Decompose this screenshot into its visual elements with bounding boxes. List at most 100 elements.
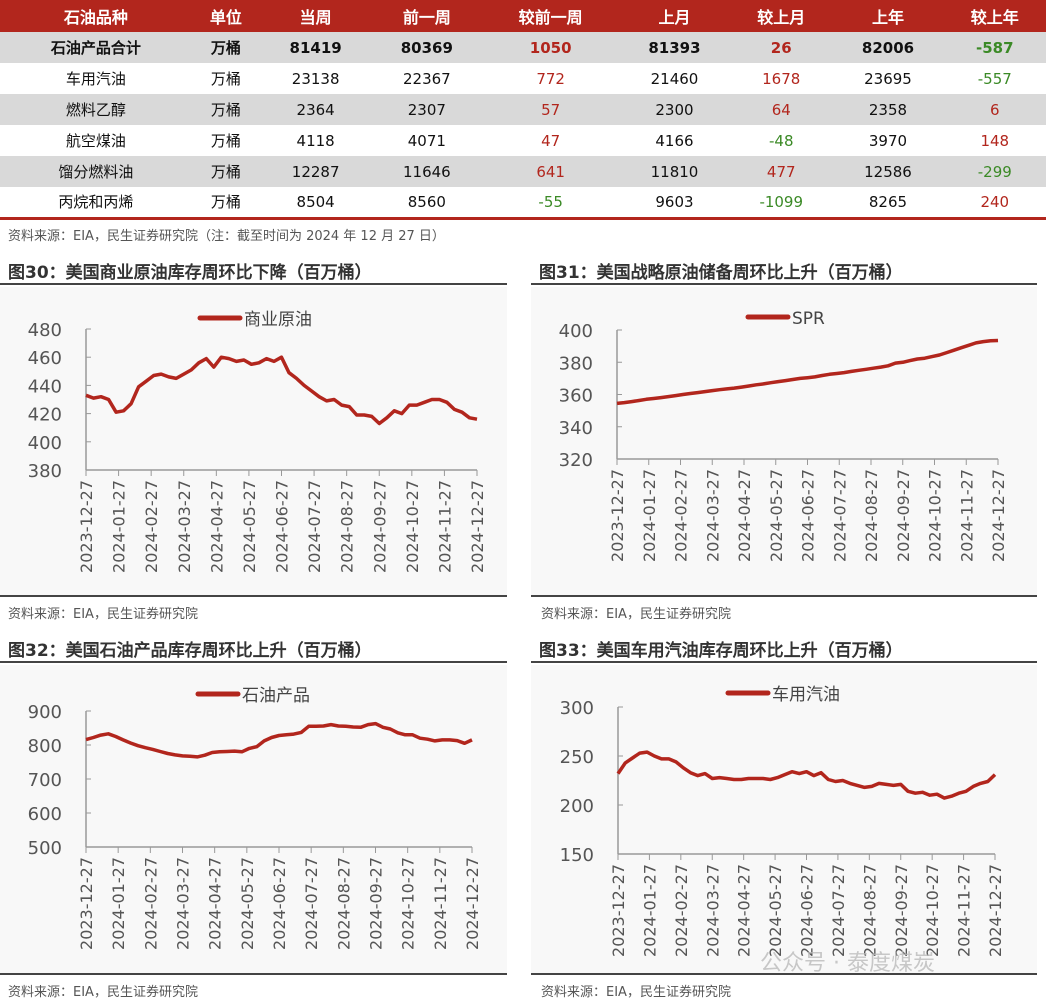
x-tick-label: 2024-08-27: [862, 469, 881, 562]
col-header: 当周: [260, 0, 372, 32]
x-tick-label: 2024-12-27: [986, 864, 1005, 957]
table-cell: 148: [980, 131, 1010, 150]
chart-30-source: 资料来源：EIA，民生证券研究院: [8, 607, 198, 622]
x-tick-label: 2024-10-27: [923, 864, 942, 957]
table-cell: 82006: [832, 32, 944, 63]
x-tick-label: 2024-11-27: [435, 480, 454, 573]
chart-32: 500 600 700 800 900 2023-12-27 2024-01-27 2024-…: [28, 686, 482, 950]
table-cell: -557: [977, 69, 1012, 88]
y-tick-label: 420: [28, 405, 62, 426]
table-cell: 64: [730, 94, 833, 125]
chart-33-panel: [531, 665, 1037, 975]
y-tick-label: 380: [28, 461, 62, 482]
y-tick-label: 150: [560, 845, 594, 866]
table-cell: 丙烷和丙烯: [58, 193, 134, 212]
legend-label: 商业原油: [244, 310, 312, 330]
table-cell: -55: [538, 192, 563, 211]
table-cell: 21460: [650, 69, 699, 88]
table-cell: 2300: [618, 94, 731, 125]
table-cell: 6: [943, 94, 1046, 125]
x-tick-label: 2024-01-27: [640, 469, 659, 562]
chart-31-source: 资料来源：EIA，民生证券研究院: [541, 607, 731, 622]
x-tick-label: 2024-05-27: [238, 857, 257, 950]
table-cell: 燃料乙醇: [0, 94, 192, 125]
x-tick-label: 2024-12-27: [989, 469, 1008, 562]
table-cell: 万桶: [191, 156, 261, 187]
table-cell: -1099: [759, 192, 804, 211]
x-tick-label: 2024-02-27: [672, 864, 691, 957]
table-cell: 万桶: [191, 32, 261, 63]
chart-33-title: 图33：美国车用汽油库存周环比上升（百万桶）: [531, 636, 1037, 663]
chart-32-title: 图32：美国石油产品库存周环比上升（百万桶）: [0, 636, 507, 663]
table-cell: 477: [730, 156, 833, 187]
x-tick-label: 2024-07-27: [302, 857, 321, 950]
table-cell: 2364: [260, 94, 372, 125]
series-line: [616, 750, 997, 800]
table-cell: 航空煤油: [65, 132, 126, 150]
table-row: 石油产品合计 万桶 81419 80369 1050 81393 26 82006 -587: [0, 32, 1046, 63]
table-cell: 57: [482, 94, 619, 125]
col-header: 上月: [618, 0, 731, 32]
x-tick-label: 2024-05-27: [240, 480, 259, 573]
x-tick-label: 2024-06-27: [273, 480, 292, 573]
y-tick-label: 250: [560, 747, 594, 768]
y-tick-label: 460: [28, 348, 62, 369]
y-tick-label: 800: [28, 736, 62, 757]
x-tick-label: 2024-08-27: [334, 857, 353, 950]
table-cell: 1678: [762, 69, 801, 88]
table-row: 馏分燃料油 万桶 12287 11646 641 11810 477 12586 -299: [0, 156, 1046, 187]
y-tick-label: 700: [28, 770, 62, 791]
x-tick-label: 2024-11-27: [957, 469, 976, 562]
col-header: 前一周: [371, 0, 483, 32]
x-tick-label: 2024-09-27: [894, 469, 913, 562]
y-tick-label: 320: [559, 450, 593, 471]
x-tick-label: 2024-04-27: [735, 864, 754, 957]
x-tick-label: 2024-03-27: [174, 857, 193, 950]
x-tick-label: 2024-12-27: [463, 857, 482, 950]
table-cell: 80369: [371, 32, 483, 63]
table-cell: 2307: [371, 94, 483, 125]
x-tick-label: 2024-02-27: [672, 469, 691, 562]
table-cell: 3970: [868, 131, 908, 150]
table-row: 航空煤油 万桶 4118 4071 47 4166 -48 3970 148: [0, 125, 1046, 156]
table-cell: 1050: [482, 32, 619, 63]
y-tick-label: 400: [559, 321, 593, 342]
table-cell: 万桶: [191, 94, 261, 125]
table-cell: 11810: [618, 156, 731, 187]
table-cell: 9603: [655, 192, 694, 211]
x-tick-label: 2024-06-27: [270, 857, 289, 950]
col-header: 石油品种: [0, 0, 192, 32]
x-tick-label: 2024-06-27: [799, 469, 818, 562]
x-tick-label: 2024-10-27: [403, 480, 422, 573]
table-cell: 641: [482, 156, 619, 187]
table-cell: 万桶: [210, 70, 241, 88]
x-tick-label: 2024-09-27: [367, 857, 386, 950]
table-cell: 8560: [407, 192, 446, 211]
x-tick-label: 2024-08-27: [860, 864, 879, 957]
x-tick-label: 2024-05-27: [767, 469, 786, 562]
x-tick-label: 2024-04-27: [206, 857, 225, 950]
x-tick-label: 2024-07-27: [829, 864, 848, 957]
legend-label: SPR: [792, 309, 825, 329]
x-tick-label: 2024-03-27: [703, 864, 722, 957]
x-tick-label: 2024-02-27: [142, 480, 161, 573]
table-cell: 240: [980, 192, 1010, 211]
table-cell: 22367: [402, 69, 451, 88]
x-tick-label: 2024-04-27: [735, 469, 754, 562]
x-tick-label: 2024-01-27: [109, 857, 128, 950]
table-cell: 81419: [260, 32, 372, 63]
y-tick-label: 360: [559, 386, 593, 407]
x-tick-label: 2024-07-27: [830, 469, 849, 562]
x-tick-label: 2024-09-27: [370, 480, 389, 573]
x-tick-label: 2024-01-27: [640, 864, 659, 957]
x-tick-label: 2024-10-27: [399, 857, 418, 950]
x-tick-label: 2024-06-27: [798, 864, 817, 957]
y-tick-label: 340: [559, 418, 593, 439]
chart-32-source: 资料来源：EIA，民生证券研究院: [8, 985, 198, 1000]
x-tick-label: 2023-12-27: [608, 469, 627, 562]
table-cell: -299: [943, 156, 1046, 187]
table-cell: 万桶: [210, 193, 241, 212]
chart-32-panel: [0, 665, 507, 975]
y-tick-label: 900: [28, 702, 62, 723]
